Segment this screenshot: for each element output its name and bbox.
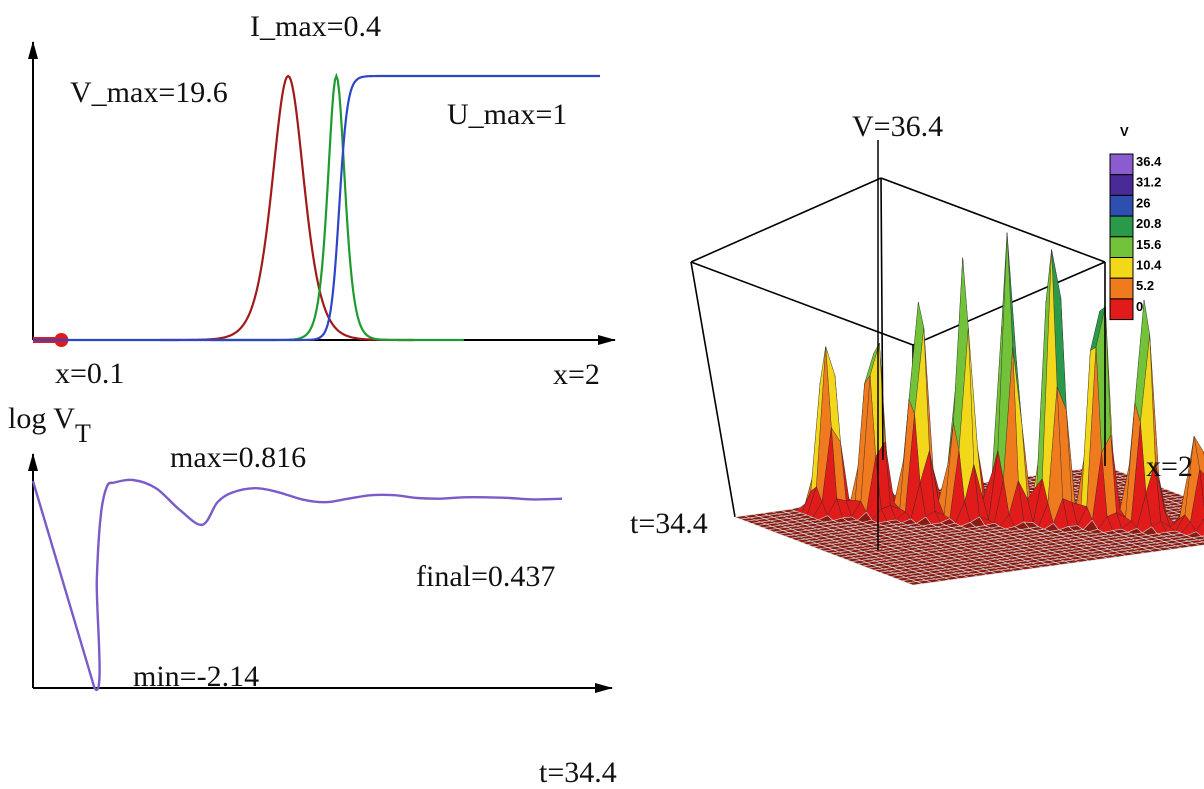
color-legend: V 36.4 31.2 26 20.8 15.6 10.4 5.2 0 <box>1109 124 1162 321</box>
legend-swatch <box>1109 257 1134 279</box>
series-v-line <box>160 74 415 342</box>
x-axis-end-label: t=34.4 <box>539 756 617 789</box>
v-axis-label: V=36.4 <box>852 110 943 143</box>
x-marker-label: x=0.1 <box>55 357 124 390</box>
box-edge <box>880 177 1106 263</box>
legend-swatch <box>1109 277 1134 300</box>
legend-tick-label: 0 <box>1136 299 1143 314</box>
x-axis-label: x=2 <box>1146 450 1193 483</box>
box-edge <box>690 261 736 518</box>
t-axis-label: t=34.4 <box>630 507 708 540</box>
surface-plot: V=36.4 x=2 t=34.4 <box>630 110 1204 586</box>
v-max-label: V_max=19.6 <box>70 76 228 109</box>
series-u-line <box>33 74 600 342</box>
legend-swatch <box>1109 174 1134 196</box>
max-annotation: max=0.816 <box>170 441 306 474</box>
surface-cell <box>907 581 923 586</box>
legend-tick-label: 10.4 <box>1136 258 1162 273</box>
legend-swatch <box>1109 215 1134 238</box>
i-max-label: I_max=0.4 <box>250 10 381 43</box>
series-i-line <box>210 72 464 342</box>
legend-title: V <box>1120 124 1129 139</box>
legend-swatch <box>1109 298 1134 321</box>
box-edge <box>880 177 884 461</box>
y-axis-label: log VT <box>8 402 91 448</box>
legend-tick-label: 15.6 <box>1136 237 1161 252</box>
legend-tick-label: 5.2 <box>1136 278 1154 293</box>
u-max-label: U_max=1 <box>447 98 567 131</box>
logvt-series-line <box>31 478 563 692</box>
legend-tick-label: 31.2 <box>1136 175 1161 190</box>
logvt-plot: log VT max=0.816 final=0.437 min=-2.14 t… <box>8 402 617 789</box>
min-annotation: min=-2.14 <box>133 660 259 693</box>
legend-tick-label: 26 <box>1136 195 1150 210</box>
legend-tick-label: 20.8 <box>1136 216 1161 231</box>
box-edge <box>690 177 882 263</box>
legend-swatch <box>1109 153 1134 176</box>
legend-tick-label: 36.4 <box>1136 154 1162 169</box>
legend-swatch <box>1109 194 1134 217</box>
final-annotation: final=0.437 <box>416 560 555 593</box>
profile-plot: V_max=19.6 I_max=0.4 U_max=1 x=0.1 x=2 <box>28 10 616 391</box>
box-edge <box>690 261 914 346</box>
x-axis-end-label: x=2 <box>553 358 600 391</box>
legend-swatch <box>1109 236 1134 259</box>
